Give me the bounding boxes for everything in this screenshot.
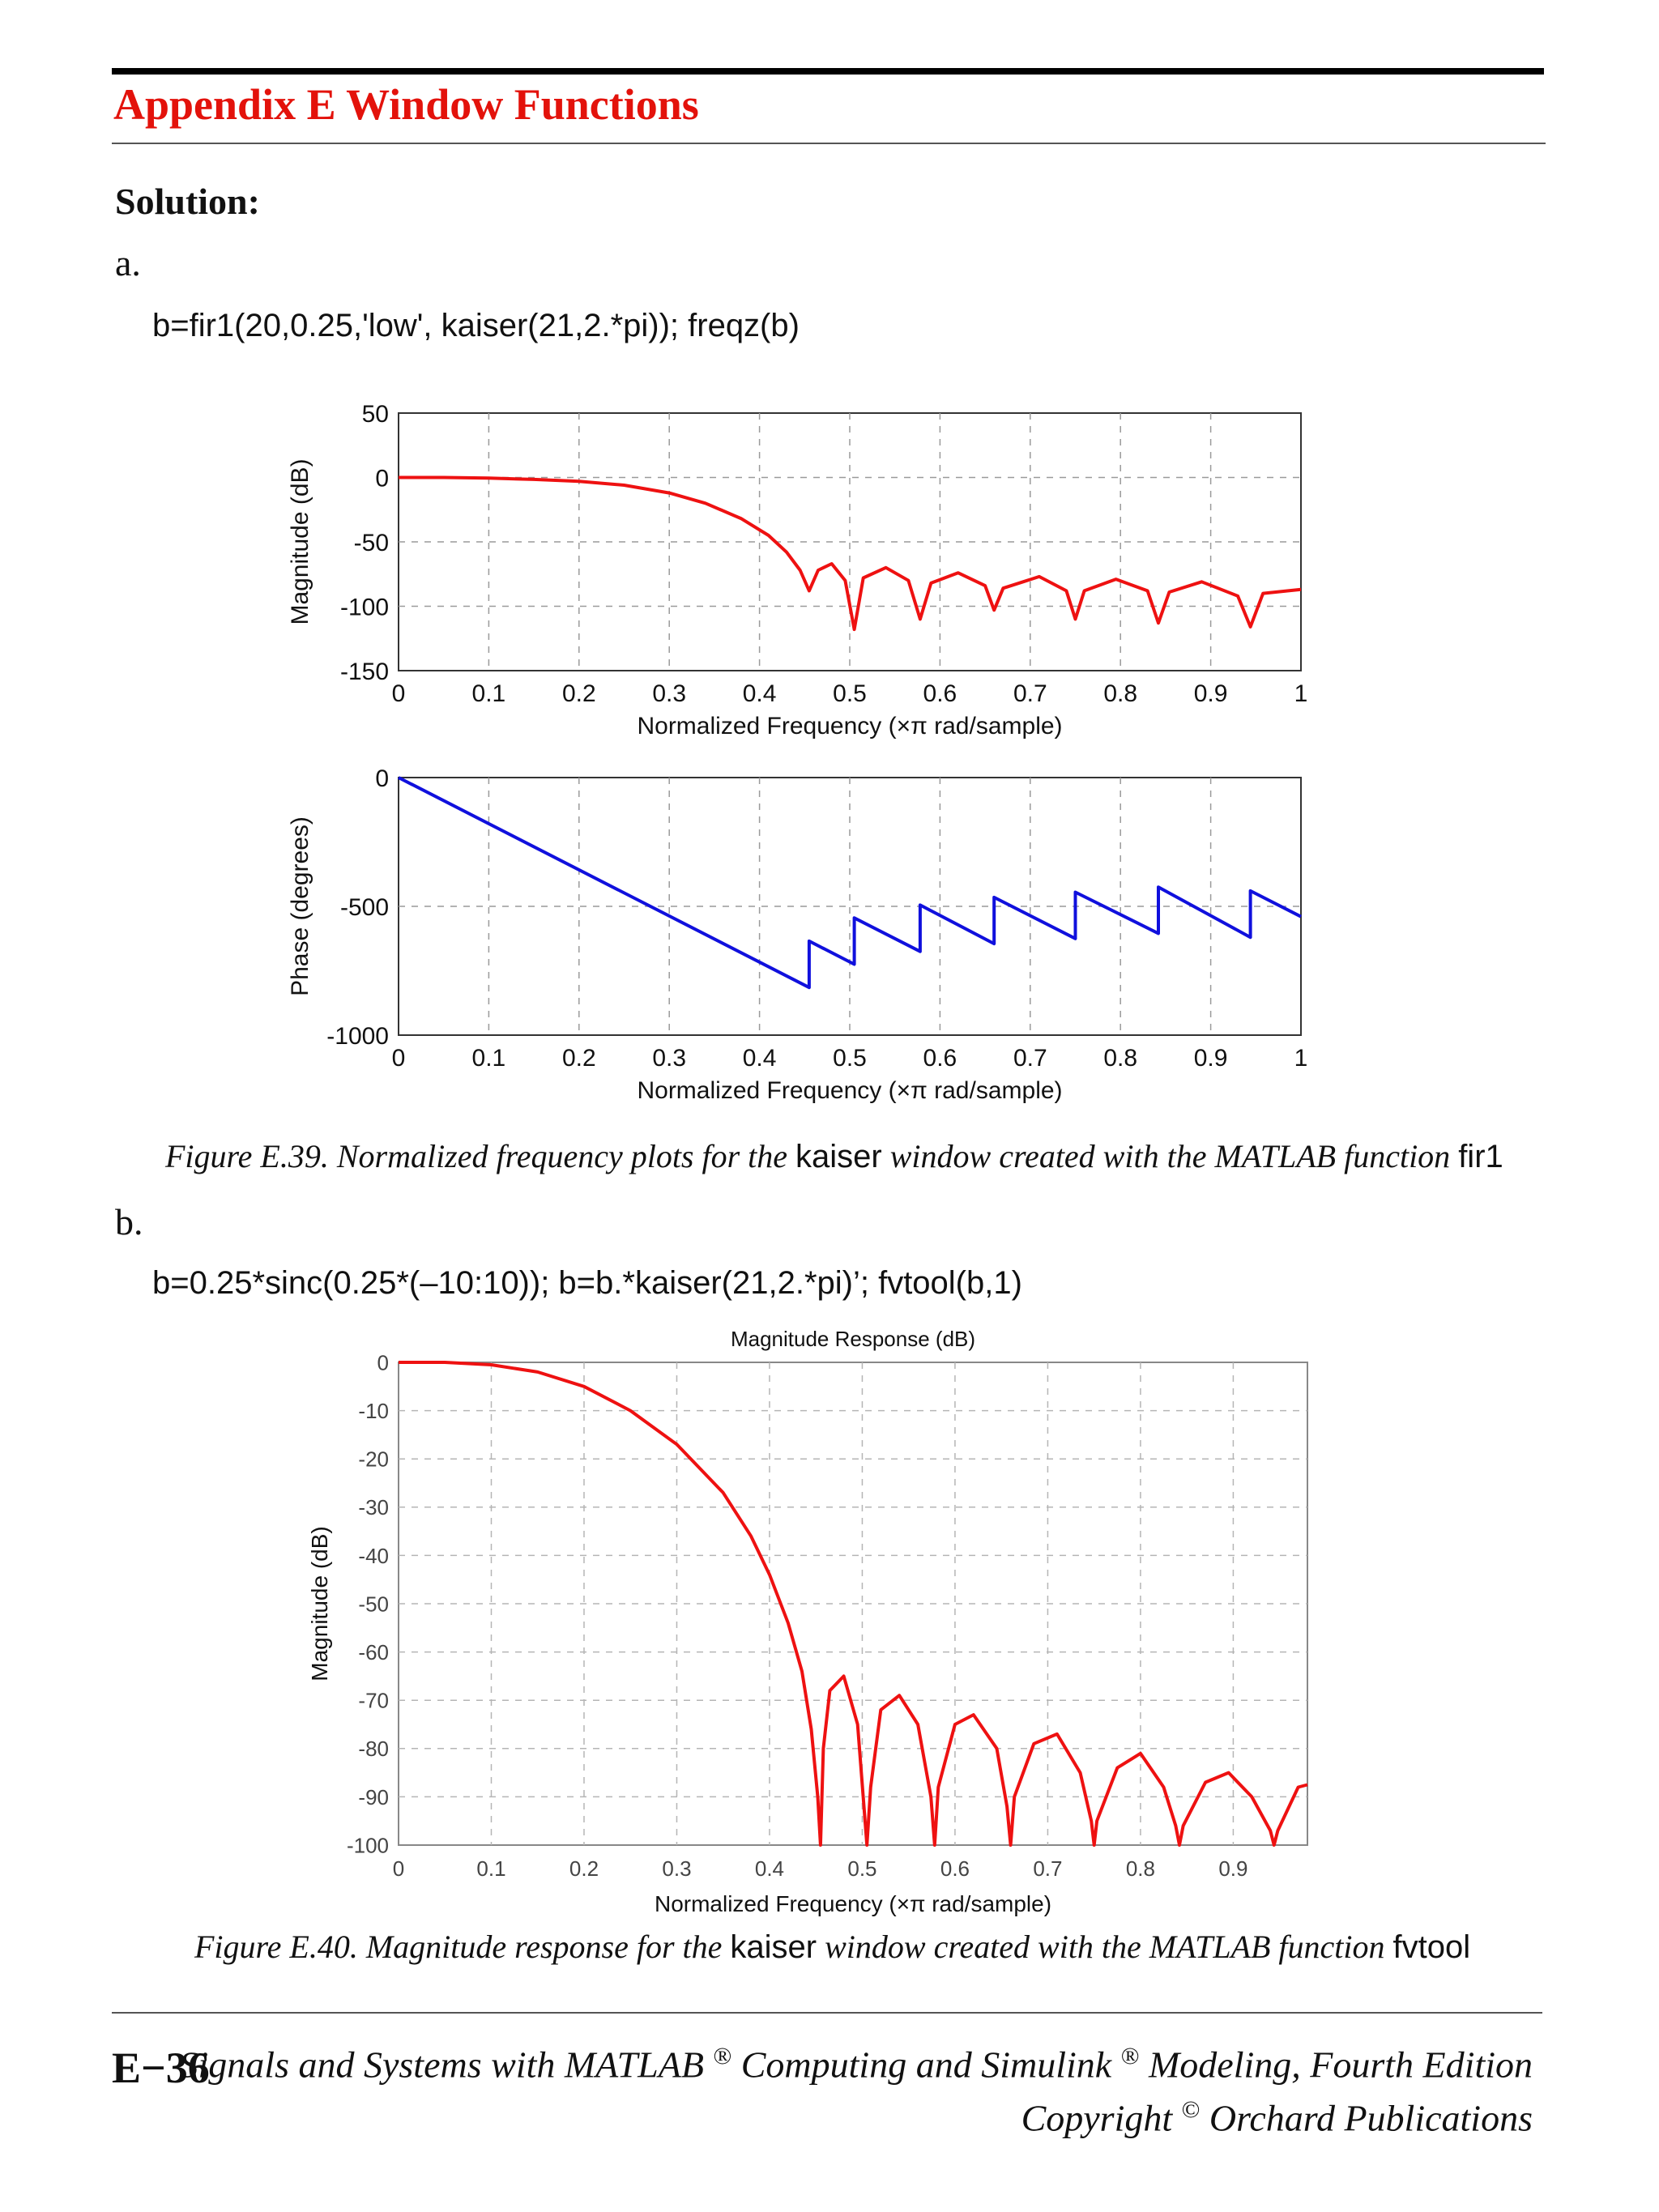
x-tick-label: 0.6 [940,1856,970,1881]
y-axis-label: Magnitude (dB) [307,1526,332,1681]
caption-code-word: kaiser [730,1929,817,1965]
section-heading: Solution: [115,181,260,222]
y-tick-label: -100 [340,594,389,620]
chart-title: Magnitude Response (dB) [731,1327,975,1351]
magnitude-response-plot-b-area: 0 0.1 0.2 0.3 0.4 0.5 0.6 0.7 0.8 0.9 0 -10 -20 -30 -4… [307,1327,1308,1916]
phase-plot-a: 0 0.1 0.2 0.3 0.4 0.5 0.6 0.7 0.8 0.9 1 0 -500 -1000 N… [287,765,1307,1104]
x-tick-label: 0.4 [755,1856,784,1881]
y-tick-label: -60 [358,1640,389,1664]
y-tick-label: -30 [358,1495,389,1519]
x-tick-label: 0.6 [923,680,957,707]
x-tick-label: 0.7 [1013,680,1047,707]
registered-mark: ® [1120,2043,1140,2069]
y-tick-label: 50 [362,401,389,428]
x-tick-label: 0.4 [743,680,777,707]
x-tick-label: 0.1 [472,680,506,707]
book-title-part: Computing and Simulink [731,2044,1112,2086]
x-tick-label: 0.8 [1103,680,1137,707]
x-axis-label: Normalized Frequency (×π rad/sample) [637,1077,1062,1104]
y-tick-label: -50 [354,530,389,556]
y-tick-label: -20 [358,1447,389,1472]
x-tick-label: 0.2 [569,1856,599,1881]
x-tick-label: 0 [392,1045,406,1072]
series-line [398,776,1302,990]
figure-e39-caption: Figure E.39. Normalized frequency plots … [165,1137,1503,1175]
y-axis-label: Magnitude (dB) [287,458,313,624]
x-tick-label: 0.3 [652,680,686,707]
header-rule [112,68,1544,75]
footer-divider [112,2012,1542,2014]
x-tick-label: 0 [393,1856,404,1881]
figure-e40-caption: Figure E.40. Magnitude response for the … [194,1928,1470,1966]
x-tick-label: 0.4 [743,1045,777,1072]
x-tick-label: 1 [1294,1045,1308,1072]
caption-code-word: fir1 [1458,1139,1503,1174]
part-a-label: a. [115,242,141,283]
y-tick-label: 0 [375,765,389,792]
series-line [399,1361,1308,1847]
book-title: Signals and Systems with MATLAB ® Comput… [180,2043,1533,2086]
caption-text: Figure E.40. Magnitude response for the [194,1929,731,1965]
y-tick-label: -10 [358,1399,389,1423]
x-tick-label: 0.7 [1033,1856,1062,1881]
x-axis-label: Normalized Frequency (×π rad/sample) [637,713,1062,739]
y-tick-label: -70 [358,1689,389,1713]
caption-text: Figure E.39. Normalized frequency plots … [165,1138,796,1174]
part-a-code: b=fir1(20,0.25,'low', kaiser(21,2.*pi));… [152,308,800,343]
caption-code-word: fvtool [1392,1929,1471,1965]
x-tick-label: 0 [392,680,406,707]
y-tick-label: -500 [340,894,389,921]
x-tick-label: 0.3 [662,1856,691,1881]
series-line [399,475,1302,632]
y-tick-label: 0 [377,1350,389,1375]
y-tick-label: -40 [358,1544,389,1568]
caption-text: window created with the MATLAB function [817,1929,1393,1965]
page-number: E−36 [112,2044,210,2092]
y-tick-label: -90 [358,1785,389,1809]
x-tick-label: 0.9 [1218,1856,1247,1881]
x-tick-label: 0.2 [562,1045,596,1072]
x-tick-label: 0.6 [923,1045,957,1072]
magnitude-response-plot-b: 0 0.1 0.2 0.3 0.4 0.5 0.6 0.7 0.8 0.9 0 -10 -20 -30 -4… [307,1327,1308,1916]
part-b-code: b=0.25*sinc(0.25*(–10:10)); b=b.*kaiser(… [152,1265,1022,1301]
y-tick-label: -100 [347,1833,389,1857]
caption-code-word: kaiser [795,1139,882,1174]
x-tick-label: 1 [1294,680,1308,707]
x-tick-label: 0.5 [847,1856,876,1881]
phase-plot-a-area: 0 0.1 0.2 0.3 0.4 0.5 0.6 0.7 0.8 0.9 1 0 -500 -1000 N… [287,765,1307,1104]
x-tick-label: 0.2 [562,680,596,707]
chapter-title: Appendix E Window Functions [113,80,699,129]
header-divider [112,143,1546,144]
x-tick-label: 0.1 [476,1856,505,1881]
caption-text: window created with the MATLAB function [881,1138,1459,1174]
copyright-text: Copyright [1021,2097,1173,2139]
y-tick-label: -80 [358,1737,389,1761]
y-tick-label: -150 [340,658,389,685]
x-tick-label: 0.5 [833,1045,867,1072]
magnitude-plot-a: 0 0.1 0.2 0.3 0.4 0.5 0.6 0.7 0.8 0.9 1 50 0 -50 -100 -… [287,401,1307,739]
y-tick-label: -50 [358,1592,389,1616]
book-title-part: Signals and Systems with MATLAB [179,2044,704,2086]
book-title-part: Modeling, Fourth Edition [1139,2044,1533,2086]
publisher-name: Orchard Publications [1200,2097,1533,2139]
copyright-line: Copyright © Orchard Publications [1021,2096,1533,2139]
x-tick-label: 0.9 [1194,1045,1228,1072]
x-tick-label: 0.8 [1126,1856,1155,1881]
x-tick-label: 0.1 [472,1045,506,1072]
magnitude-plot-a-area: 0 0.1 0.2 0.3 0.4 0.5 0.6 0.7 0.8 0.9 1 50 0 -50 -100 -… [287,401,1307,739]
part-b-label: b. [115,1201,143,1242]
y-axis-label: Phase (degrees) [287,816,313,996]
registered-mark: ® [713,2043,732,2069]
x-tick-label: 0.9 [1194,680,1228,707]
copyright-symbol: © [1181,2096,1201,2123]
x-tick-label: 0.7 [1013,1045,1047,1072]
x-tick-label: 0.8 [1103,1045,1137,1072]
y-tick-label: -1000 [326,1023,389,1050]
y-tick-label: 0 [375,465,389,492]
x-tick-label: 0.5 [833,680,867,707]
x-axis-label: Normalized Frequency (×π rad/sample) [655,1891,1051,1916]
x-tick-label: 0.3 [652,1045,686,1072]
